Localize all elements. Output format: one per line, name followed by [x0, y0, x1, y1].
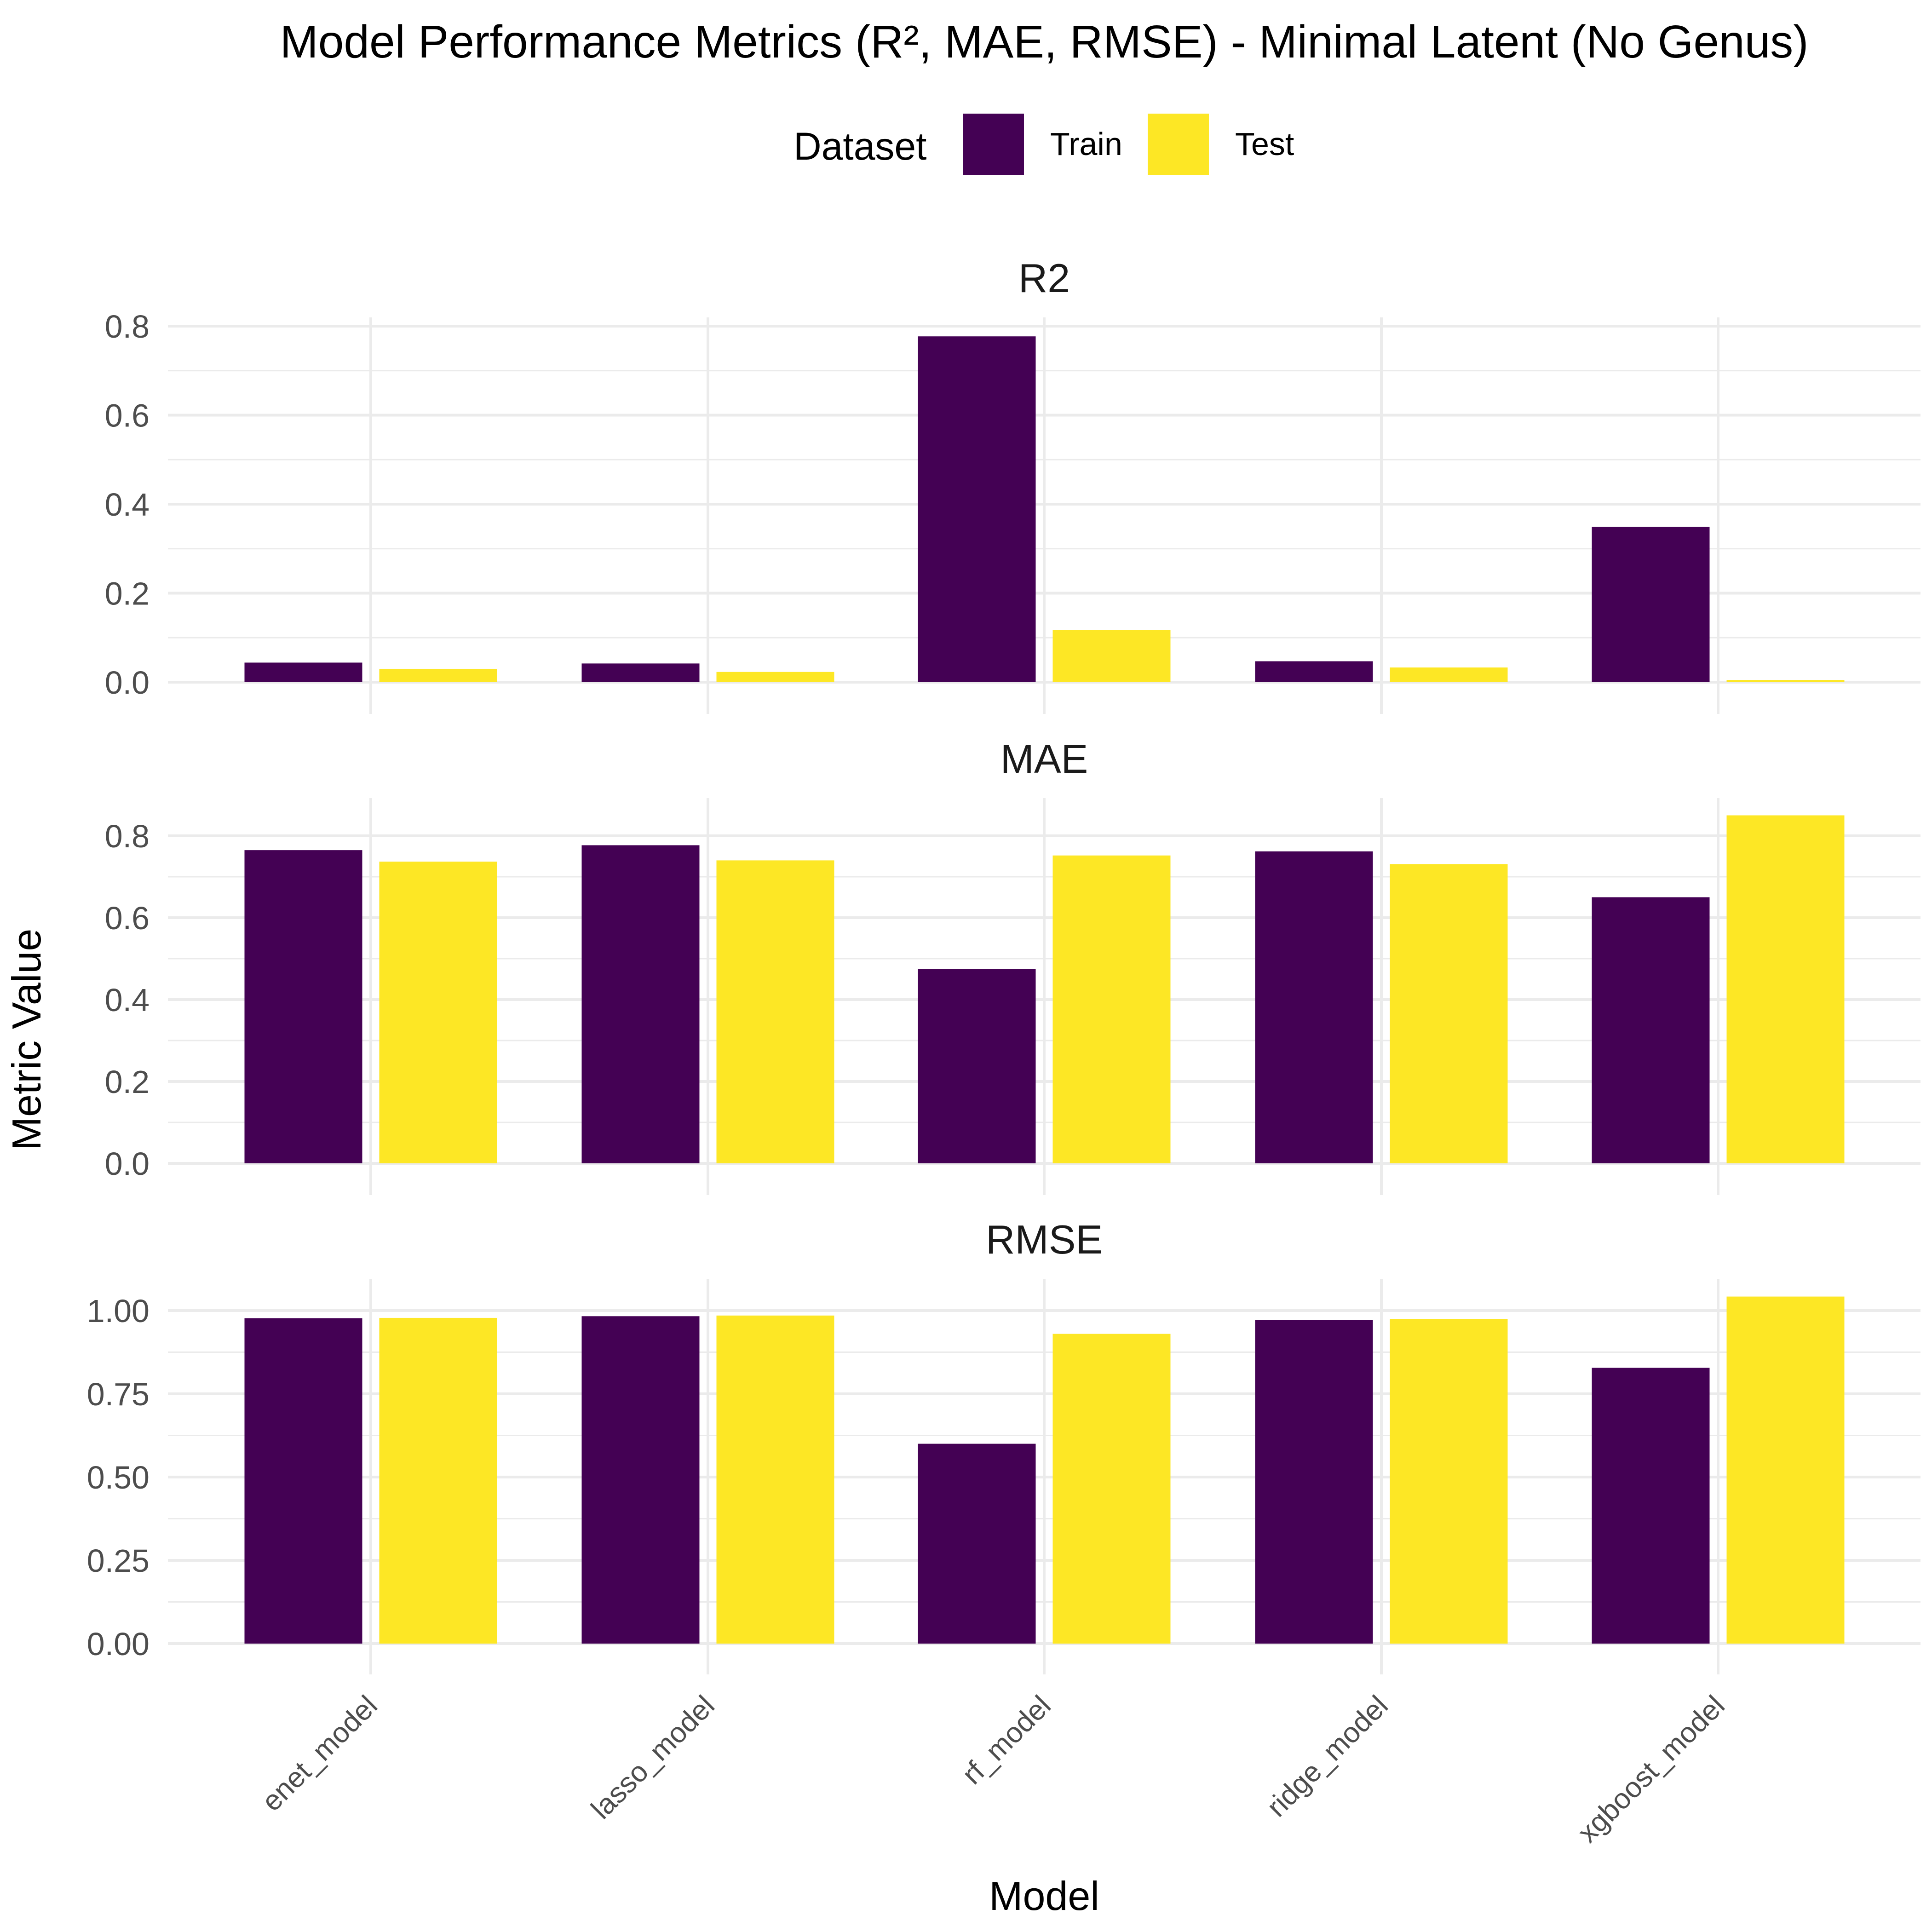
y-tick-label: 0.8 — [105, 818, 150, 854]
bar-mae-train-lasso_model — [581, 845, 700, 1163]
bar-r2-test-lasso_model — [716, 672, 834, 682]
bar-rmse-test-xgboost_model — [1726, 1296, 1845, 1644]
bar-mae-test-lasso_model — [716, 860, 834, 1163]
bar-rmse-test-ridge_model — [1390, 1319, 1508, 1644]
chart-title: Model Performance Metrics (R², MAE, RMSE… — [280, 16, 1808, 68]
bar-rmse-train-xgboost_model — [1592, 1368, 1710, 1644]
facet-panel-rmse: 0.00 0.25 0.50 0.75 1.00 RMSE — [87, 1217, 1920, 1674]
y-tick-label: 0.6 — [105, 398, 150, 434]
y-tick-label: 0.00 — [87, 1626, 150, 1662]
y-tick-label: 0.2 — [105, 1064, 150, 1100]
bar-rmse-test-enet_model — [379, 1317, 497, 1644]
legend-key-test — [1148, 114, 1209, 175]
y-tick-label: 0.4 — [105, 487, 150, 523]
legend-title: Dataset — [794, 125, 927, 168]
y-axis-title: Metric Value — [4, 929, 49, 1151]
y-tick-label: 0.2 — [105, 576, 150, 612]
bar-rmse-train-enet_model — [244, 1318, 362, 1644]
bar-rmse-train-lasso_model — [581, 1316, 700, 1644]
facet-panel-r2: 0.0 0.2 0.4 0.6 0.8 R2 — [105, 255, 1920, 714]
x-axis-title: Model — [989, 1873, 1099, 1919]
bar-rmse-test-rf_model — [1052, 1334, 1171, 1644]
facet-title-rmse: RMSE — [986, 1217, 1103, 1262]
bar-mae-test-enet_model — [379, 862, 497, 1163]
facet-panel-mae: 0.0 0.2 0.4 0.6 0.8 MAE — [105, 736, 1920, 1195]
legend-label-train: Train — [1050, 126, 1122, 162]
y-tick-label: 0.8 — [105, 309, 150, 345]
bar-mae-train-xgboost_model — [1592, 897, 1710, 1163]
y-tick-label: 0.0 — [105, 665, 150, 701]
legend-label-test: Test — [1235, 126, 1294, 162]
bar-mae-test-xgboost_model — [1726, 815, 1845, 1163]
bar-rmse-test-lasso_model — [716, 1315, 834, 1644]
y-tick-label: 0.50 — [87, 1460, 150, 1495]
bar-r2-train-xgboost_model — [1592, 527, 1710, 682]
legend-key-train — [963, 114, 1024, 175]
y-tick-label: 0.25 — [87, 1543, 150, 1579]
facet-panels: 0.00.20.40.60.8R20.00.20.40.60.8MAE0.000… — [87, 255, 1920, 1849]
bar-r2-test-xgboost_model — [1726, 680, 1845, 682]
y-tick-label: 0.75 — [87, 1376, 150, 1412]
bar-mae-train-enet_model — [244, 850, 362, 1163]
bar-r2-train-lasso_model — [581, 663, 700, 682]
y-tick-label: 0.4 — [105, 982, 150, 1018]
bar-r2-test-rf_model — [1052, 630, 1171, 682]
y-tick-label: 0.6 — [105, 900, 150, 936]
bar-r2-train-ridge_model — [1255, 661, 1373, 682]
bar-r2-train-enet_model — [244, 662, 362, 682]
bar-mae-test-ridge_model — [1390, 864, 1508, 1163]
bar-r2-train-rf_model — [918, 336, 1036, 682]
y-tick-label: 1.00 — [87, 1293, 150, 1329]
legend: Dataset Train Test — [794, 114, 1294, 175]
y-tick-label: 0.0 — [105, 1146, 150, 1182]
bar-r2-test-enet_model — [379, 668, 497, 682]
bar-mae-train-rf_model — [918, 969, 1036, 1163]
bar-mae-train-ridge_model — [1255, 851, 1373, 1163]
facet-title-mae: MAE — [1000, 736, 1088, 782]
bar-rmse-train-ridge_model — [1255, 1320, 1373, 1644]
bar-rmse-train-rf_model — [918, 1443, 1036, 1644]
facet-title-r2: R2 — [1018, 255, 1070, 301]
bar-r2-test-ridge_model — [1390, 667, 1508, 682]
bar-mae-test-rf_model — [1052, 855, 1171, 1163]
